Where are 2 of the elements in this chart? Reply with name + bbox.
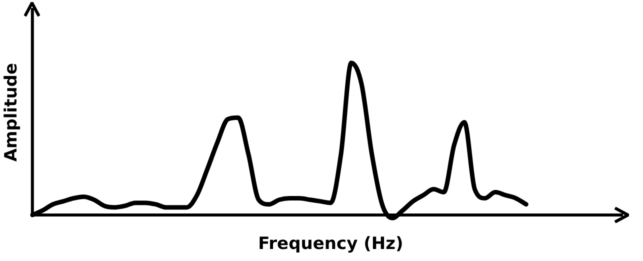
x-axis-title: Frequency (Hz) xyxy=(258,234,404,254)
y-axis-title: Amplitude xyxy=(2,62,22,162)
